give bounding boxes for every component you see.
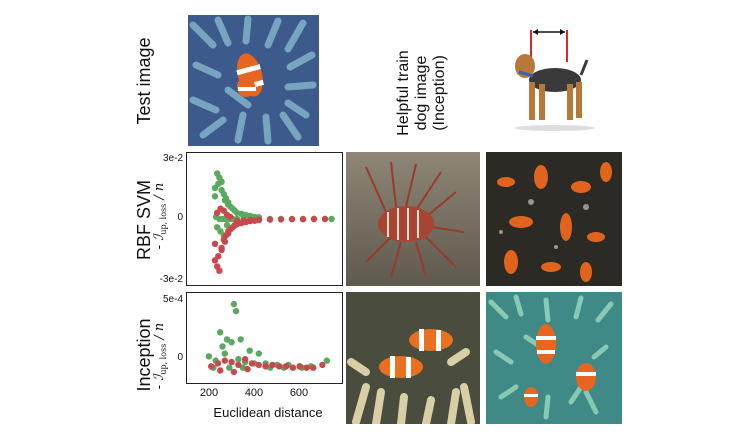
svm-point-s1-29 [255,216,263,223]
svm-ytick-bottom: -3e-2 [159,274,183,285]
inception-point-s1-1 [214,360,222,367]
inception-point-s0-9 [205,353,213,360]
svm-point-s0-17 [215,180,222,188]
helpful-dog-image [503,20,613,135]
svm-point-s1-16 [211,240,219,247]
inception-point-s1-15 [310,364,317,371]
inception-point-s1-11 [282,363,290,370]
svm-point-s1-35 [321,215,329,223]
svm-point-s0-18 [218,186,225,194]
inception-ytick-zero: 0 [177,352,183,363]
test-image-clownfish [188,15,319,146]
svm-scatter-svg [211,170,335,274]
svm-point-s1-31 [277,216,285,223]
inception-point-s0-8 [255,350,262,357]
inception-point-s1-12 [289,364,297,371]
svm-point-s1-25 [227,213,234,221]
inception-point-s0-5 [219,343,226,350]
inception-point-s0-7 [246,347,253,354]
svm-y-axis-main: - ℐ [152,234,167,250]
inception-scatter-svg [205,300,331,376]
inception-point-s1-2 [221,357,228,364]
inception-point-s1-6 [248,360,256,367]
inception-point-s0-11 [221,350,228,357]
inception-point-s1-3 [228,358,235,366]
svm-point-s1-28 [247,216,254,224]
inception-scatter-plot [186,292,343,384]
svm-scatter-plot [186,152,343,286]
inception-point-s1-5 [242,356,249,363]
helpful-dog-label-line3: (Inception) [431,55,448,131]
inception-point-s1-19 [244,365,251,373]
clownfish-anemone-photo [486,292,622,424]
inception-point-s1-4 [235,361,242,369]
inception-point-s0-12 [235,356,242,363]
clownfish-pair-photo [346,292,480,424]
clownfish-photo [188,15,319,146]
svm-point-s0-16 [211,193,219,200]
inception-point-s1-0 [208,363,215,370]
svm-point-s1-17 [215,253,222,260]
inception-point-s0-3 [223,336,231,343]
svm-point-s1-20 [225,230,232,237]
inception-point-s0-22 [226,364,233,371]
airedale-dog-photo [503,20,613,135]
inception-point-s0-1 [232,307,240,315]
koi-pond-image [486,152,622,286]
inception-point-s1-9 [269,361,276,369]
inception-point-s0-6 [237,336,244,343]
inception-point-s0-2 [217,329,224,336]
inception-point-s1-7 [255,361,262,369]
inception-point-s1-18 [230,368,238,376]
lionfish-photo [346,152,480,286]
clownfish-anemone-image [486,292,622,424]
svm-point-s1-33 [299,216,307,223]
inception-y-axis-main: - ℐ [152,374,167,390]
svm-point-s1-19 [221,238,229,245]
svm-point-s1-30 [266,216,274,223]
svm-point-s1-32 [288,216,296,223]
inception-point-s0-20 [323,357,331,364]
helpful-dog-label: Helpful train dog image (Inception) [395,28,455,158]
svm-ytick-top: 3e-2 [162,153,183,164]
inception-point-s1-8 [262,363,269,370]
inception-xtick-200: 200 [199,387,219,399]
svm-point-s1-18 [218,244,225,252]
koi-photo [486,152,622,286]
helpful-dog-label-line1: Helpful train [395,50,412,136]
svm-point-s1-34 [310,215,318,223]
inception-point-s1-14 [303,364,310,371]
inception-point-s1-10 [276,363,283,370]
svm-ytick-zero: 0 [177,212,183,223]
svm-point-s1-26 [233,217,241,225]
svm-point-s0-41 [328,215,335,223]
clownfish-pair-image [346,292,480,424]
svm-point-s1-27 [240,217,247,224]
inception-xtick-400: 400 [244,387,264,399]
helpful-dog-label-line2: dog image [413,55,430,131]
inception-ytick-top: 5e-4 [162,294,183,305]
inception-point-s1-17 [217,367,224,374]
lionfish-image [346,152,480,286]
inception-xtick-600: 600 [289,387,309,399]
svm-y-axis-tail: / n [152,182,167,204]
inception-point-s0-4 [228,339,235,346]
inception-point-s0-0 [230,300,238,308]
x-axis-label: Euclidean distance [213,405,323,420]
test-image-label: Test image [134,37,154,125]
inception-point-s1-13 [296,363,303,370]
inception-y-axis-tail: / n [152,322,167,344]
svm-point-s1-2 [216,267,223,274]
inception-point-s1-16 [319,361,326,369]
svm-point-s0-20 [225,201,232,208]
